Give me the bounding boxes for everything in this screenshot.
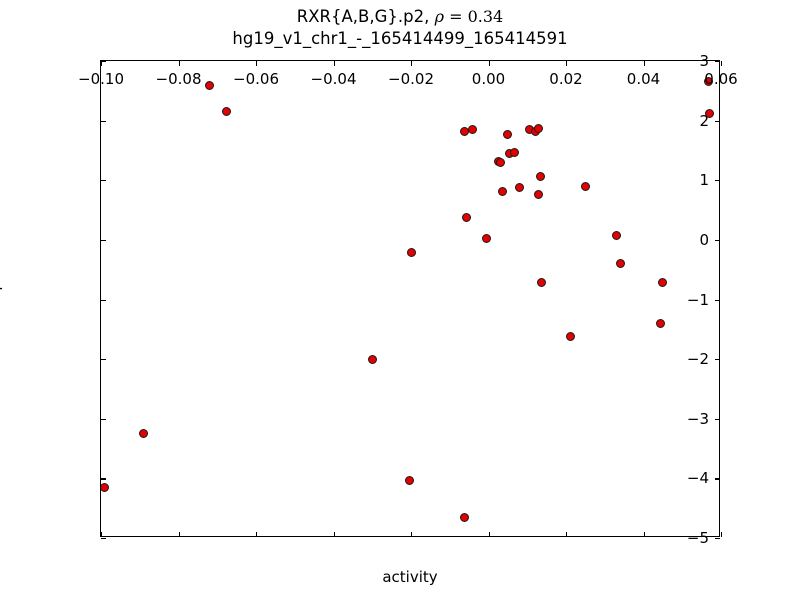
y-tick-label: −4: [686, 469, 709, 488]
rho-value: = 0.34: [444, 7, 504, 26]
scatter-point: [534, 123, 544, 133]
scatter-point: [467, 125, 477, 135]
x-tick-label: −0.02: [388, 70, 434, 88]
y-tick-mark-right: [714, 359, 720, 361]
x-tick-mark-top: [566, 60, 568, 66]
x-tick-label: −0.04: [310, 70, 357, 88]
y-tick-mark: [100, 359, 106, 361]
x-tick-mark: [721, 531, 723, 537]
scatter-point: [515, 182, 524, 192]
x-tick-mark-top: [721, 60, 723, 66]
x-tick-mark-top: [178, 60, 180, 66]
y-tick-mark-right: [714, 418, 720, 420]
y-tick-mark: [100, 120, 106, 122]
y-tick-mark-right: [714, 538, 720, 540]
x-tick-label: 0.02: [549, 70, 583, 88]
chart-title-main: RXR{A,B,G}.p2,: [296, 7, 435, 26]
y-tick-label: −3: [686, 409, 709, 428]
scatter-point: [502, 130, 512, 140]
scatter-point: [510, 147, 520, 157]
x-tick-mark: [411, 531, 413, 537]
scatter-point: [139, 429, 149, 439]
y-tick-mark: [100, 299, 106, 301]
scatter-point: [482, 233, 492, 243]
y-tick-mark-right: [714, 299, 720, 301]
scatter-point: [367, 354, 377, 364]
y-tick-label: −2: [686, 350, 709, 369]
x-tick-mark-top: [488, 60, 490, 66]
scatter-point: [405, 475, 415, 485]
y-tick-mark: [100, 538, 106, 540]
scatter-point: [536, 171, 546, 181]
scatter-point: [407, 247, 417, 257]
x-tick-label: −0.06: [233, 70, 279, 88]
scatter-point: [537, 278, 547, 288]
y-axis-label: expression: [0, 227, 3, 309]
x-tick-mark: [643, 531, 645, 537]
x-tick-mark: [178, 531, 180, 537]
scatter-point: [533, 190, 543, 200]
y-tick-mark: [100, 418, 106, 420]
x-tick-mark-top: [411, 60, 413, 66]
scatter-point: [611, 230, 621, 240]
scatter-point: [580, 181, 590, 191]
y-tick-mark-right: [714, 61, 720, 63]
y-tick-mark: [100, 180, 106, 182]
x-tick-mark-top: [643, 60, 645, 66]
y-tick-mark-right: [714, 120, 720, 122]
x-tick-mark: [333, 531, 335, 537]
scatter-point: [658, 278, 668, 288]
y-tick-label: 0: [699, 230, 709, 249]
y-tick-mark-right: [714, 239, 720, 242]
scatter-point: [704, 108, 714, 118]
chart-title-line-2: hg19_v1_chr1_-_165414499_165414591: [232, 29, 568, 48]
y-tick-mark-right: [714, 478, 720, 480]
x-tick-label: 0.06: [704, 70, 738, 88]
scatter-points-layer: [101, 61, 719, 536]
x-tick-mark-top: [101, 60, 103, 66]
x-tick-mark: [256, 531, 258, 537]
plot-axes-frame: −0.10 −0.08 −0.06 −0.04 −0.02 0.00 0.02 0.04 0.0…: [78, 52, 738, 547]
y-tick-mark-right: [714, 180, 720, 182]
scatter-point: [101, 482, 110, 492]
y-tick-label: −1: [686, 290, 709, 309]
rho-symbol: ρ: [434, 7, 445, 26]
x-tick-label: −0.08: [155, 70, 202, 88]
y-tick-label: 1: [699, 171, 709, 190]
scatter-point: [222, 106, 232, 116]
scatter-point: [704, 77, 714, 87]
x-tick-label: 0.04: [626, 70, 661, 88]
chart-title-line-1: RXR{A,B,G}.p2, ρ = 0.34: [0, 6, 800, 28]
scatter-point: [205, 80, 214, 90]
x-tick-mark-top: [333, 60, 335, 66]
y-tick-label: 3: [699, 52, 709, 70]
chart-title: RXR{A,B,G}.p2, ρ = 0.34 hg19_v1_chr1_-_1…: [0, 6, 800, 50]
y-tick-mark: [100, 239, 106, 242]
x-tick-mark-top: [256, 60, 258, 66]
y-tick-label: 2: [699, 111, 709, 130]
x-tick-mark: [566, 531, 568, 537]
y-tick-label: −5: [686, 529, 709, 547]
scatter-point: [656, 319, 666, 329]
y-tick-mark: [100, 61, 106, 63]
scatter-point: [498, 187, 508, 197]
scatter-point: [495, 157, 505, 167]
x-tick-mark: [101, 531, 103, 537]
scatter-point: [461, 212, 471, 222]
x-tick-label: 0.00: [471, 70, 506, 88]
scatter-point: [566, 331, 576, 341]
x-tick-label: −0.10: [78, 70, 124, 88]
x-tick-mark: [488, 531, 490, 537]
scatter-point: [615, 258, 625, 268]
y-tick-mark: [100, 478, 106, 480]
scatter-point: [459, 512, 469, 522]
x-axis-label: activity: [382, 568, 438, 586]
